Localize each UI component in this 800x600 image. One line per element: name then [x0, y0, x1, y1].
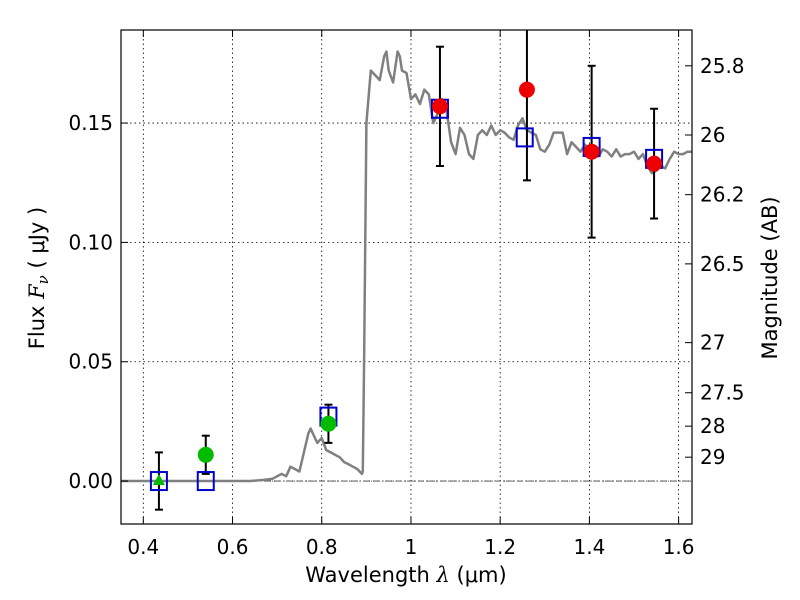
y2-tick-label: 26: [700, 123, 725, 147]
x-tick-label: 1.4: [573, 535, 605, 559]
plot-frame: [120, 29, 693, 525]
measured-flux-point: [197, 446, 214, 463]
x-axis-label: Wavelength λ (μm): [305, 563, 506, 587]
x-tick-labels: 0.4 0.6 0.8 1 1.2 1.4 1.6: [127, 535, 694, 559]
y2-tick-label: 26.5: [700, 252, 745, 276]
y2-tick-label: 29: [700, 445, 725, 469]
x-tick-label: 1: [405, 535, 418, 559]
y-axis-label: Flux Fν ( μJy ): [25, 207, 52, 349]
spectrum-line: [121, 50, 692, 483]
y2-tick-label: 27.5: [700, 381, 745, 405]
model-photometry-point: [515, 127, 534, 148]
data-markers: [149, 81, 664, 492]
model-photometry-point: [196, 471, 215, 492]
measured-flux-point: [646, 155, 663, 172]
y-tick-label: 0.00: [68, 469, 113, 493]
x-tick-label: 1.6: [663, 535, 695, 559]
x-tick-label: 0.4: [127, 535, 159, 559]
y2-axis-label: Magnitude (AB): [758, 196, 782, 359]
x-tick-label: 0.6: [217, 535, 249, 559]
y2-tick-label: 27: [700, 331, 725, 355]
measured-flux-point: [320, 415, 337, 432]
y2-tick-labels: 25.8 26 26.2 26.5 27 27.5 28 29: [700, 54, 745, 469]
measured-flux-point: [583, 143, 600, 160]
y-tick-label: 0.15: [68, 111, 113, 135]
y2-tick-label: 26.2: [700, 183, 745, 207]
y-tick-label: 0.05: [68, 350, 113, 374]
x-tick-label: 0.8: [306, 535, 338, 559]
y-tick-label: 0.10: [68, 230, 113, 254]
x-tick-label: 1.2: [484, 535, 516, 559]
y-tick-labels: 0.00 0.05 0.10 0.15: [68, 111, 113, 493]
model-photometry-point: [149, 471, 168, 492]
y2-tick-label: 28: [700, 414, 725, 438]
model-spectrum: [121, 50, 692, 483]
upper-limit-point: [152, 474, 165, 486]
axis-ticks: [121, 30, 692, 524]
measured-flux-point: [431, 98, 448, 115]
measured-flux-point: [518, 81, 535, 98]
y2-tick-label: 25.8: [700, 54, 745, 78]
